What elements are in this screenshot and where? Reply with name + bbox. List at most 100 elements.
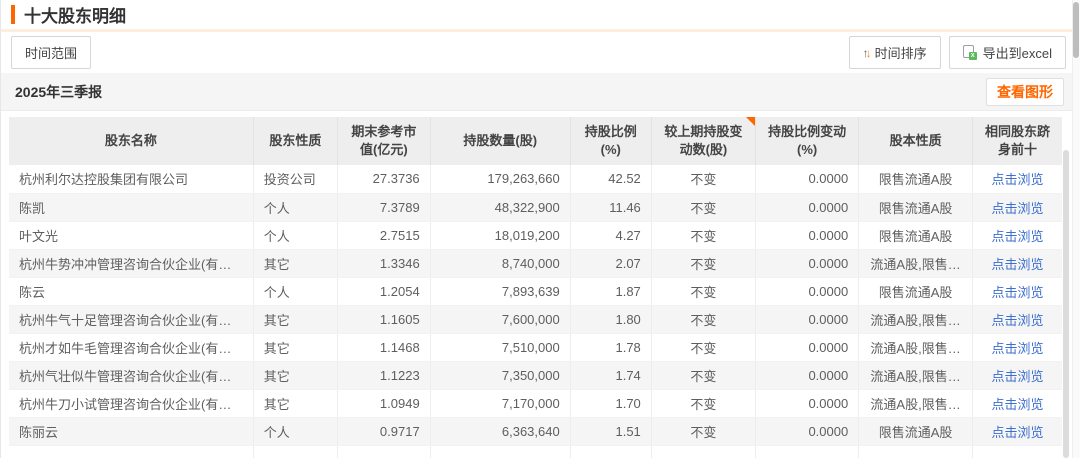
cell-shares: 7,893,639 [430,277,571,306]
cell-change: 不变 [651,333,757,362]
cell-change: 不变 [651,305,757,334]
cell-link: 点击浏览 [972,249,1062,278]
cell-name: 杭州才如牛毛管理咨询合伙企业(有限合… [9,333,254,362]
table-row: 杭州牛气十足管理咨询合伙企业(有限合… 其它 1.1605 7,600,000 1.80… [9,305,1062,334]
cell-link: 点击浏览 [972,277,1062,306]
table-row: 叶文光 个人 2.7515 18,019,200 4.27 不变 0.0000 限售流通A股 点… [9,221,1062,250]
cell-ratio: 2.07 [570,249,652,278]
report-period-label: 2025年三季报 [15,83,103,100]
cell-shares: 7,600,000 [430,305,571,334]
toolbar: 时间范围 ↑↓ 时间排序 x 导出到excel [1,32,1080,73]
browse-link[interactable]: 点击浏览 [991,228,1044,244]
cell-ratio: 42.52 [570,165,652,194]
cell-shares: 8,740,000 [430,249,571,278]
cell-ratio_change: 0.0000 [755,165,860,194]
cell-link: 点击浏览 [972,417,1062,446]
shareholders-table: 股东名称 股东性质 期末参考市值(亿元) 持股数量(股) 持股比例(%) 较上期持股变动数… [9,117,1062,458]
cell-ratio: 1.87 [570,277,652,306]
cell-ratio_change: 0.0000 [755,249,860,278]
column-header-link: 相同股东跻身前十 [972,117,1062,165]
cell-name: 陈丽云 [9,417,254,446]
cell-share_type: 流通A股,限售… [858,305,973,334]
table-row: 陈云 个人 1.2054 7,893,639 1.87 不变 0.0000 限售流通A股 点击浏… [9,277,1062,306]
report-period-band: 2025年三季报 查看图形 [1,73,1080,111]
table-row: 杭州利尔达控股集团有限公司 投资公司 27.3736 179,263,660 42.52… [9,165,1062,194]
browse-link[interactable]: 点击浏览 [991,284,1044,300]
column-header-change: 较上期持股变动数(股) [651,117,757,165]
cell-change: 不变 [651,249,757,278]
cell-nature: 其它 [253,361,339,390]
cell-ratio: 1.78 [570,333,652,362]
cell-ratio: 11.46 [570,193,652,222]
time-sort-button[interactable]: ↑↓ 时间排序 [848,36,941,69]
cell-ratio: 1.74 [570,361,652,390]
panel-title-bar: 十大股东明细 [1,0,1080,32]
cell-market_value: 1.1605 [337,305,431,334]
cell-share_type: 流通A股,限售… [858,333,973,362]
cell-ratio_change: 0.0000 [755,221,860,250]
cell-share_type: 限售流通A股 [858,221,973,250]
browse-link[interactable]: 点击浏览 [991,172,1044,188]
cell-shares: 6,363,640 [430,417,571,446]
table-header-row: 股东名称 股东性质 期末参考市值(亿元) 持股数量(股) 持股比例(%) 较上期持股变动数… [9,117,1062,165]
cell-link: 点击浏览 [972,193,1062,222]
cell-nature: 其它 [253,389,339,418]
cell-name: 杭州利尔达控股集团有限公司 [9,165,254,194]
cell-nature: 投资公司 [253,165,339,194]
cell-change: 不变 [651,361,757,390]
browse-link[interactable]: 点击浏览 [991,424,1044,440]
cell-share_type: 流通A股,限售… [858,249,973,278]
cell-empty [253,445,339,458]
cell-ratio: 4.27 [570,221,652,250]
column-header-shares: 持股数量(股) [430,117,571,165]
cell-ratio_change: 0.0000 [755,361,860,390]
cell-link: 点击浏览 [972,333,1062,362]
cell-ratio: 1.51 [570,417,652,446]
cell-name: 杭州牛气十足管理咨询合伙企业(有限合… [9,305,254,334]
page-title: 十大股东明细 [24,7,126,26]
cell-shares: 7,510,000 [430,333,571,362]
browse-link[interactable]: 点击浏览 [991,200,1044,216]
cell-shares: 48,322,900 [430,193,571,222]
excel-export-icon: x [962,45,977,60]
sort-arrows-icon: ↑↓ [862,45,872,60]
time-sort-label: 时间排序 [874,46,927,61]
cell-link: 点击浏览 [972,389,1062,418]
cell-ratio_change: 0.0000 [755,333,860,362]
browse-link[interactable]: 点击浏览 [991,312,1044,328]
cell-nature: 其它 [253,333,339,362]
cell-market_value: 1.1468 [337,333,431,362]
column-change-marker-icon [746,117,756,126]
cell-change: 不变 [651,417,757,446]
column-header-name: 股东名称 [9,117,254,165]
browse-link[interactable]: 点击浏览 [991,368,1044,384]
table-scrollbar-thumb[interactable] [1063,150,1069,458]
title-accent-bar [11,5,15,24]
cell-ratio_change: 0.0000 [755,277,860,306]
time-range-button[interactable]: 时间范围 [11,36,92,69]
cell-change: 不变 [651,277,757,306]
cell-empty [755,445,860,458]
cell-change: 不变 [651,193,757,222]
cell-name: 叶文光 [9,221,254,250]
cell-empty [570,445,652,458]
browse-link[interactable]: 点击浏览 [991,340,1044,356]
view-chart-button[interactable]: 查看图形 [986,77,1064,106]
page-scrollbar-thumb[interactable] [1073,2,1079,58]
browse-link[interactable]: 点击浏览 [991,396,1044,412]
cell-link: 点击浏览 [972,305,1062,334]
cell-empty [858,445,973,458]
cell-name: 陈云 [9,277,254,306]
export-excel-button[interactable]: x 导出到excel [948,36,1066,69]
cell-market_value: 1.2054 [337,277,431,306]
cell-ratio_change: 0.0000 [755,389,860,418]
column-header-share_type: 股本性质 [858,117,973,165]
cell-link: 点击浏览 [972,221,1062,250]
cell-ratio: 1.70 [570,389,652,418]
cell-change: 不变 [651,389,757,418]
cell-name: 杭州牛刀小试管理咨询合伙企业(有限合… [9,389,254,418]
cell-market_value: 27.3736 [337,165,431,194]
cell-empty [9,445,254,458]
browse-link[interactable]: 点击浏览 [991,256,1044,272]
table-row: 杭州牛刀小试管理咨询合伙企业(有限合… 其它 1.0949 7,170,000 1.70… [9,389,1062,418]
